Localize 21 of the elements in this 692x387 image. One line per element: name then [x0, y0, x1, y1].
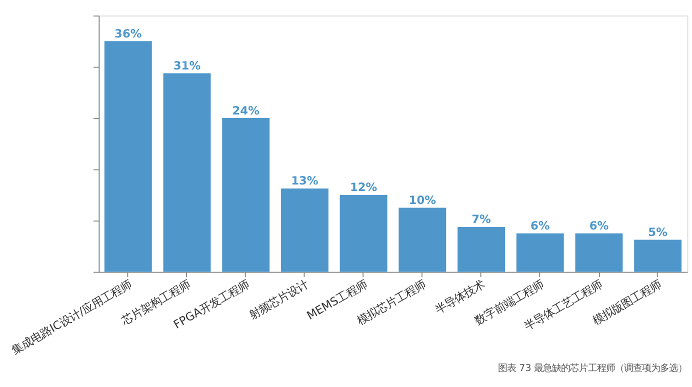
bar: [516, 233, 564, 272]
bar: [398, 208, 446, 272]
data-label: 6%: [530, 218, 550, 233]
bar: [458, 226, 505, 272]
bar: [222, 118, 270, 272]
data-label: 13%: [291, 174, 319, 188]
data-label: 12%: [350, 180, 378, 194]
bar: [280, 188, 328, 272]
data-label: 31%: [173, 58, 202, 72]
bar: [104, 41, 152, 272]
data-label: 6%: [589, 218, 610, 233]
data-label: 7%: [472, 212, 492, 226]
data-label: 5%: [648, 225, 668, 240]
data-label: 36%: [114, 26, 142, 40]
bar: [340, 194, 388, 272]
data-label: 24%: [232, 103, 260, 118]
bar: [634, 240, 682, 272]
bar: [575, 233, 623, 272]
bar: [163, 73, 211, 272]
data-label: 10%: [408, 192, 437, 207]
text: 图表 73 最急缺的芯片工程师（调查项为多选）: [498, 363, 688, 374]
